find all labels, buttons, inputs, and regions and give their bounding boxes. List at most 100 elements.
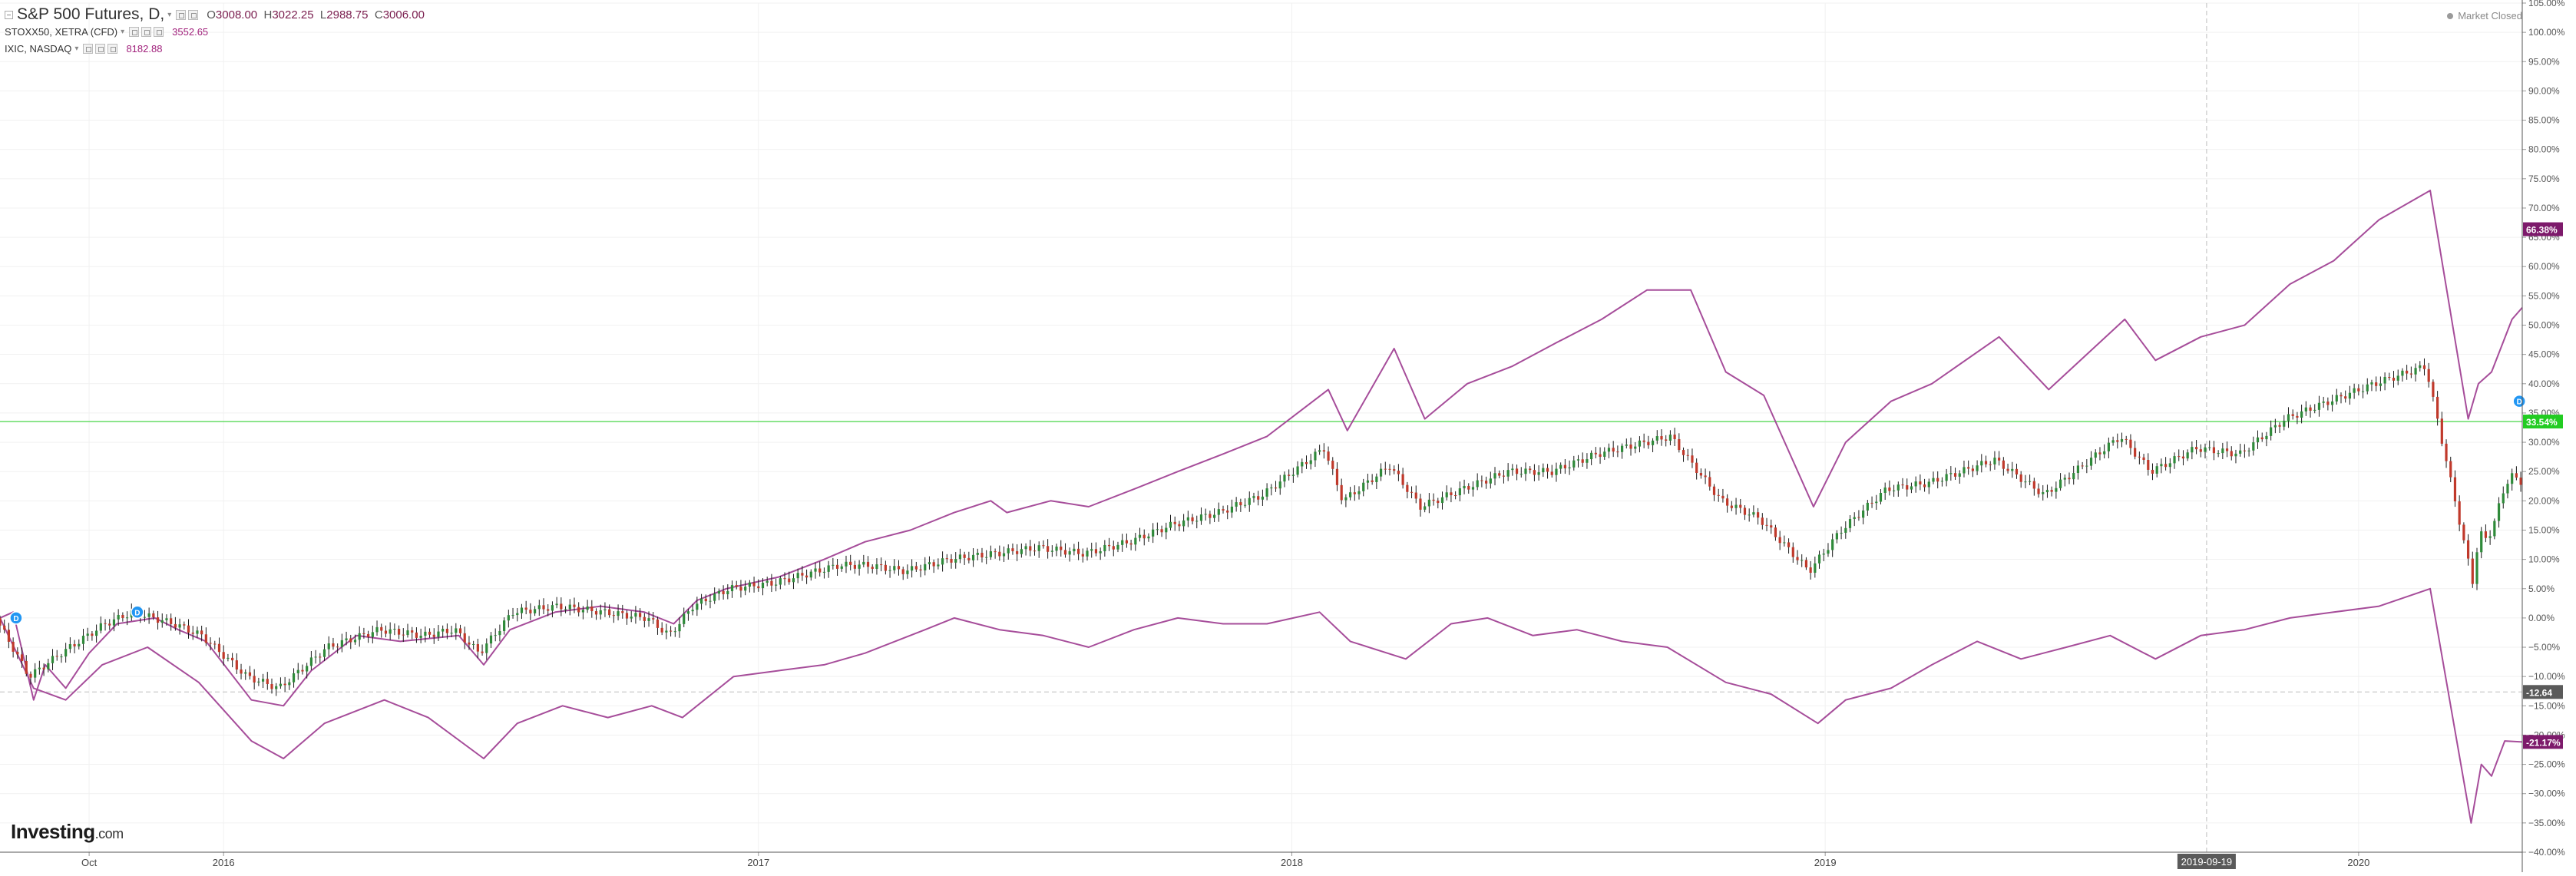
candle-body (1647, 441, 1650, 445)
candle-body (1699, 473, 1702, 476)
candle-body (2239, 450, 2242, 454)
chevron-down-icon[interactable]: ▾ (121, 27, 125, 36)
settings-icon[interactable] (141, 26, 152, 37)
candle-body (1502, 475, 1506, 477)
ohlc-values: O3008.00 H3022.25 L2988.75 C3006.00 (207, 8, 425, 21)
candle-body (2194, 447, 2198, 450)
candle-body (2291, 414, 2294, 416)
candle-body (2002, 460, 2005, 469)
y-tick-label: 45.00% (2528, 349, 2560, 360)
y-tick-label: 50.00% (2528, 320, 2560, 331)
candle-body (125, 617, 129, 619)
candle-body (1314, 451, 1317, 461)
candle-body (1906, 485, 1909, 490)
candle-body (2304, 407, 2307, 412)
candle-body (314, 656, 317, 658)
candle-body (1340, 484, 1343, 501)
candle-body (2353, 388, 2356, 393)
candle-body (1998, 458, 2001, 461)
main-symbol[interactable]: S&P 500 Futures, D, (17, 5, 165, 23)
candle-body (1235, 502, 1238, 507)
candle-body (2497, 503, 2501, 521)
candle-body (1112, 546, 1115, 550)
eye-icon[interactable] (83, 43, 94, 54)
candle-body (1511, 468, 1514, 471)
candle-body (2419, 365, 2422, 369)
candle-body (2191, 447, 2194, 453)
candle-body (253, 676, 256, 683)
candle-body (7, 630, 11, 642)
candle-body (1366, 480, 1370, 483)
candle-body (349, 638, 352, 643)
candle-body (1454, 494, 1457, 496)
candle-body (1814, 563, 1817, 574)
legend-row-nasdaq[interactable]: IXIC, NASDAQ ▾ 8182.88 (5, 40, 425, 57)
marker-layer[interactable]: D D D (9, 394, 2526, 625)
candle-body (2317, 402, 2321, 410)
candle-body (2322, 402, 2325, 403)
close-icon[interactable] (107, 43, 118, 54)
candle-body (178, 624, 181, 628)
candle-body (520, 607, 524, 613)
candle-body (835, 564, 839, 569)
candle-body (1103, 544, 1106, 551)
candle-body (156, 617, 160, 623)
compare-symbol-stoxx[interactable]: STOXX50, XETRA (CFD) (5, 25, 118, 38)
candle-body (227, 657, 230, 659)
candle-body (2212, 447, 2216, 454)
candle-body (2151, 469, 2154, 474)
candle-body (665, 630, 668, 633)
candle-body (1603, 451, 1606, 457)
candle-body (309, 657, 312, 666)
candle-body (2029, 481, 2032, 482)
compare-symbol-nasdaq[interactable]: IXIC, NASDAQ (5, 42, 72, 55)
settings-icon[interactable] (188, 9, 199, 20)
y-tick-label: 10.00% (2528, 554, 2560, 565)
candle-body (853, 564, 856, 569)
candle-body (2273, 425, 2277, 428)
candle-body (551, 605, 554, 611)
market-status: Market Closed (2447, 10, 2522, 21)
candle-body (288, 682, 291, 686)
candle-body (1866, 502, 1869, 511)
chevron-down-icon[interactable]: ▾ (167, 10, 172, 19)
candle-body (2011, 468, 2014, 471)
collapse-icon[interactable] (5, 10, 13, 19)
y-tick-label: 60.00% (2528, 261, 2560, 272)
candle-body (2401, 370, 2404, 376)
candle-body (1919, 481, 1922, 485)
candle-body (1655, 436, 1658, 441)
y-tick-label: 15.00% (2528, 524, 2560, 535)
event-marker-label: D (134, 609, 140, 617)
legend-main-row[interactable]: S&P 500 Futures, D, ▾ O3008.00 H3022.25 … (5, 5, 425, 23)
candle-body (81, 636, 85, 644)
candle-body (1581, 459, 1584, 463)
candle-body (1953, 473, 1957, 477)
candle-body (458, 628, 462, 633)
settings-icon[interactable] (95, 43, 106, 54)
candle-body (217, 643, 221, 653)
candle-body (1186, 517, 1189, 521)
candle-body (283, 683, 286, 686)
y-tick-label: −40.00% (2528, 847, 2565, 858)
chevron-down-icon[interactable]: ▾ (74, 44, 79, 53)
candle-body (888, 570, 891, 571)
close-icon[interactable] (154, 26, 164, 37)
candle-body (2230, 451, 2233, 457)
candle-body (673, 631, 676, 633)
candle-body (686, 611, 690, 614)
candle-body (1257, 496, 1260, 500)
candle-body (371, 632, 374, 637)
candle-body (1804, 560, 1808, 568)
candle-body (564, 609, 567, 610)
candle-body (1726, 498, 1729, 506)
legend-row-stoxx[interactable]: STOXX50, XETRA (CFD) ▾ 3552.65 (5, 23, 425, 40)
candle-body (1927, 481, 1930, 488)
eye-icon[interactable] (129, 26, 140, 37)
eye-icon[interactable] (176, 9, 187, 20)
candle-body (1424, 506, 1427, 510)
candle-body (1901, 484, 1904, 486)
candle-body (2015, 468, 2019, 474)
